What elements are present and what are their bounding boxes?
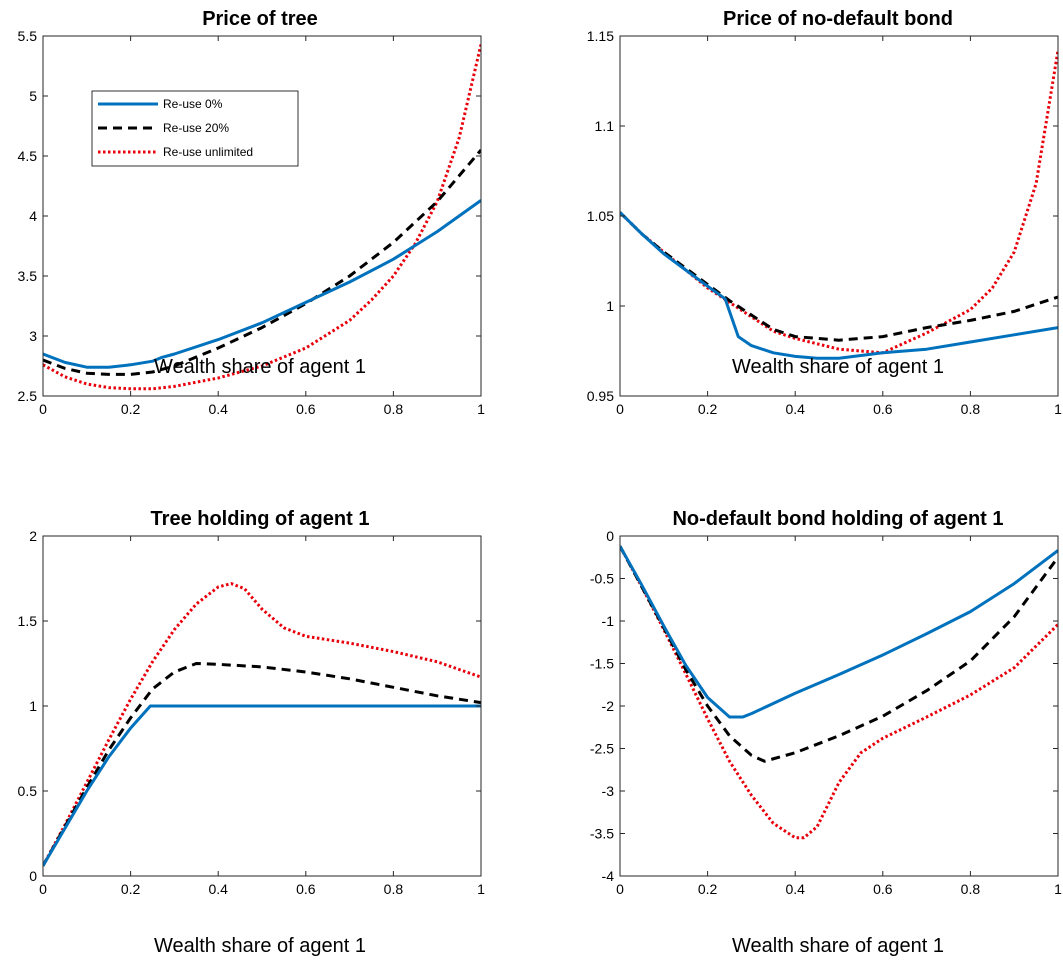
x-axis-label: Wealth share of agent 1 [732, 935, 944, 957]
legend-entry: Re-use unlimited [98, 145, 253, 159]
series-line-reuse-unlimited [43, 582, 481, 867]
x-tick-label: 0.8 [384, 401, 404, 417]
panel-tree-holding-of-agent-1: Tree holding of agent 1 0 0.2 0.4 0.6 0.8 100… [18, 508, 486, 957]
legend: Re-use 0% Re-use 20% Re-use unlimited [91, 90, 299, 167]
panel-price-of-tree: Price of tree 0 0.2 0.4 0.6 0.8 1 2.5 3 3.5 4 4.5 5… [18, 8, 486, 417]
plot-area: 0 0.2 0.4 0.6 0.8 1 -4 -3.5 -3 -2.5 -2 -1.5 -1 -0.5 0 [590, 528, 1062, 897]
y-tick-label: 1 [29, 698, 37, 714]
y-tick-label: 2.5 [18, 388, 38, 404]
y-tick-label: 0 [29, 868, 37, 884]
y-tick-label: 0.95 [587, 388, 614, 404]
legend-label: Re-use 0% [163, 97, 223, 111]
y-tick-label: 1 [606, 298, 614, 314]
y-tick-label: 0 [606, 528, 614, 544]
series-line-reuse-unlimited [620, 50, 1058, 355]
y-tick-label: 1.05 [587, 208, 614, 224]
axes-box [619, 35, 1059, 397]
y-tick-label: -3 [602, 783, 615, 799]
legend-label: Re-use unlimited [163, 145, 253, 159]
x-tick-label: 0 [39, 881, 47, 897]
y-tick-label: 3 [29, 328, 37, 344]
y-tick-label: 1.1 [595, 118, 615, 134]
x-tick-label: 0 [39, 401, 47, 417]
series-line-reuse-20 [620, 211, 1058, 342]
plot-area: 0 0.2 0.4 0.6 0.8 1 0 0.5 1 1.5 2 [18, 528, 486, 897]
panel-title: Tree holding of agent 1 [151, 508, 370, 530]
panel-title: Price of no-default bond [723, 8, 953, 30]
x-axis-label: Wealth share of agent 1 [732, 356, 944, 378]
y-tick-label: 3.5 [18, 268, 38, 284]
x-tick-label: 0.4 [785, 401, 805, 417]
y-tick-label: 4.5 [18, 148, 38, 164]
y-tick-label: 5.5 [18, 28, 38, 44]
y-tick-label: -1.5 [590, 656, 614, 672]
x-tick-label: 1 [1054, 881, 1062, 897]
series-group [620, 545, 1058, 840]
x-axis-label: Wealth share of agent 1 [154, 935, 366, 957]
series-line-reuse-0 [43, 199, 481, 369]
series-group [43, 44, 481, 391]
x-axis-label: Wealth share of agent 1 [154, 356, 366, 378]
x-tick-label: 0.2 [121, 881, 141, 897]
y-tick-label: -3.5 [590, 826, 614, 842]
series-line-reuse-20 [620, 545, 1058, 763]
x-tick-label: 1 [477, 881, 485, 897]
series-line-reuse-unlimited [620, 545, 1058, 840]
x-tick-label: 0 [616, 401, 624, 417]
x-tick-label: 0.2 [121, 401, 141, 417]
plot-area: 0 0.2 0.4 0.6 0.8 1 2.5 3 3.5 4 4.5 5 5.5 [18, 28, 486, 417]
x-tick-label: 0.4 [785, 881, 805, 897]
x-tick-label: 0.6 [296, 881, 316, 897]
legend-label: Re-use 20% [163, 121, 229, 135]
panel-title: Price of tree [202, 8, 318, 30]
y-tick-label: 5 [29, 88, 37, 104]
y-tick-label: 2 [29, 528, 37, 544]
series-line-reuse-unlimited [43, 44, 481, 391]
series-line-reuse-20 [43, 662, 481, 867]
x-tick-label: 0.2 [698, 881, 718, 897]
y-tick-label: -0.5 [590, 571, 614, 587]
plot-area: 0 0.2 0.4 0.6 0.8 1 0.95 1 1.05 1.1 1.15 [587, 28, 1062, 417]
x-tick-label: 0.4 [208, 881, 228, 897]
x-tick-label: 0.2 [698, 401, 718, 417]
y-tick-label: 1.5 [18, 613, 38, 629]
x-tick-label: 1 [477, 401, 485, 417]
y-tick-label: 0.5 [18, 783, 38, 799]
axes-box [619, 535, 1059, 877]
x-tick-label: 0.8 [961, 401, 981, 417]
series-group [43, 582, 481, 867]
y-tick-label: -1 [602, 613, 615, 629]
legend-entry: Re-use 0% [98, 97, 223, 111]
panel-price-of-no-default-bond: Price of no-default bond 0 0.2 0.4 0.6 0.8 10… [587, 8, 1062, 417]
series-line-reuse-0 [620, 545, 1058, 719]
x-tick-label: 0.8 [384, 881, 404, 897]
x-tick-label: 0 [616, 881, 624, 897]
x-tick-label: 0.4 [208, 401, 228, 417]
series-line-reuse-20 [43, 149, 481, 376]
x-tick-label: 0.6 [873, 881, 893, 897]
y-tick-label: 1.15 [587, 28, 614, 44]
x-tick-label: 0.6 [873, 401, 893, 417]
panel-no-default-bond-holding-of-agent-1: No-default bond holding of agent 1 0 0.2 0… [590, 508, 1062, 957]
x-tick-label: 0.8 [961, 881, 981, 897]
y-tick-label: -2 [602, 698, 615, 714]
panel-title: No-default bond holding of agent 1 [672, 508, 1003, 530]
series-line-reuse-0 [620, 211, 1058, 360]
legend-entry: Re-use 20% [98, 121, 229, 135]
y-tick-label: -2.5 [590, 741, 614, 757]
x-tick-label: 1 [1054, 401, 1062, 417]
series-line-reuse-0 [43, 704, 481, 867]
series-group [620, 50, 1058, 360]
y-tick-label: -4 [602, 868, 615, 884]
axes-box [42, 35, 482, 397]
x-tick-label: 0.6 [296, 401, 316, 417]
y-tick-label: 4 [29, 208, 37, 224]
